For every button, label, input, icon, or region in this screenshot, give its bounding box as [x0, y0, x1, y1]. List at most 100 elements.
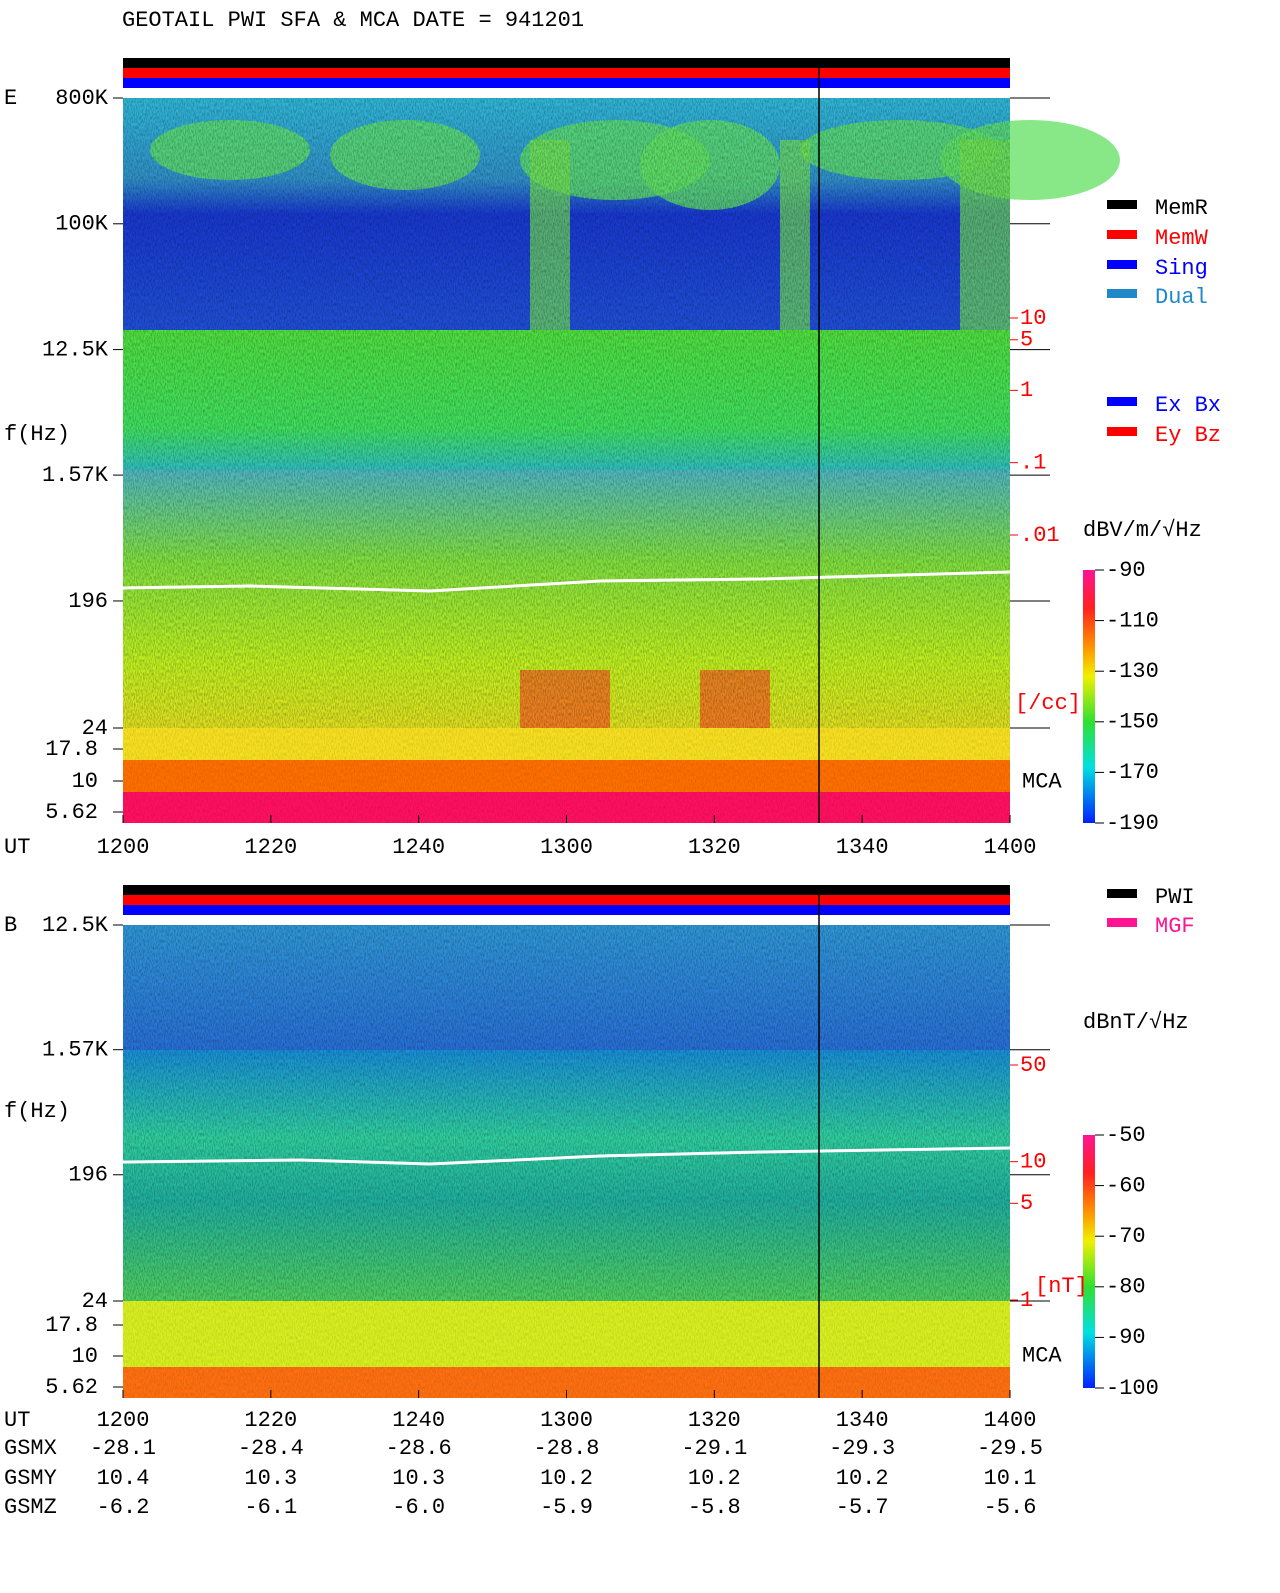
- mca-tick-label: 10: [72, 1344, 98, 1369]
- orbit-value: 10.3: [392, 1466, 445, 1491]
- x-tick-label: 1400: [984, 1408, 1037, 1433]
- mca-tick-label: 5.62: [45, 800, 98, 825]
- plasma-frequency-line: [122, 1146, 1011, 1166]
- mode-bar: [123, 885, 1010, 895]
- orbit-value: -6.2: [97, 1495, 150, 1520]
- y-tick-label: 12.5K: [42, 337, 109, 362]
- density-tick-label: 5: [1020, 1191, 1033, 1216]
- density-tick-label: .1: [1020, 450, 1046, 475]
- orbit-value: -6.1: [244, 1495, 297, 1520]
- density-unit: [nT]: [1035, 1274, 1088, 1299]
- plasma-frequency-line: [122, 570, 1011, 593]
- density-tick-label: 10: [1020, 306, 1046, 331]
- noise: [123, 1301, 1010, 1398]
- panel-label: B: [4, 913, 17, 938]
- legend-label: MemW: [1155, 226, 1209, 251]
- colorbar-tick-label: -50: [1106, 1123, 1146, 1148]
- mca-tick-label: 17.8: [45, 737, 98, 762]
- density-unit: [/cc]: [1015, 691, 1081, 716]
- orbit-value: -5.7: [836, 1495, 889, 1520]
- colorbar-tick-label: -80: [1106, 1275, 1146, 1300]
- colorbar-tick-label: -100: [1106, 1376, 1159, 1401]
- orbit-value: -5.9: [540, 1495, 593, 1520]
- y-tick-label: 24: [82, 1289, 108, 1314]
- colorbar-label: dBV/m/√Hz: [1083, 518, 1202, 543]
- orbit-value: 10.1: [984, 1466, 1037, 1491]
- density-tick-label: 5: [1020, 328, 1033, 353]
- mca-tick-label: 5.62: [45, 1375, 98, 1400]
- orbit-value: 10.4: [97, 1466, 150, 1491]
- y-tick-label: 196: [68, 1163, 108, 1188]
- noise: [123, 728, 1010, 823]
- y-tick-label: 1.57K: [42, 463, 109, 488]
- colorbar-tick-label: -150: [1106, 710, 1159, 735]
- legend-label: Ey Bz: [1155, 423, 1221, 448]
- legend-swatch: [1107, 230, 1137, 239]
- mode-bar: [123, 68, 1010, 78]
- orbit-row-label: GSMY: [4, 1466, 57, 1491]
- colorbar-tick-label: -170: [1106, 760, 1159, 785]
- y-axis-label: f(Hz): [4, 1099, 70, 1124]
- orbit-value: -5.8: [688, 1495, 741, 1520]
- density-tick-label: 10: [1020, 1149, 1046, 1174]
- orbit-value: 10.2: [540, 1466, 593, 1491]
- orbit-value: 10.2: [836, 1466, 889, 1491]
- mode-bar: [123, 905, 1010, 915]
- y-tick-label: 800K: [55, 86, 109, 111]
- orbit-value: -29.1: [681, 1436, 747, 1461]
- orbit-value: -5.6: [984, 1495, 1037, 1520]
- colorbar-tick-label: -110: [1106, 608, 1159, 633]
- y-tick-label: 12.5K: [42, 913, 109, 938]
- legend-swatch: [1107, 918, 1137, 927]
- x-tick-label: 1300: [540, 835, 593, 860]
- legend-label: Dual: [1155, 285, 1208, 310]
- x-tick-label: 1240: [392, 835, 445, 860]
- orbit-row-label: GSMX: [4, 1436, 57, 1461]
- panel-label: E: [4, 86, 17, 111]
- colorbar-tick-label: -90: [1106, 558, 1146, 583]
- colorbar-tick-label: -60: [1106, 1173, 1146, 1198]
- mode-bar: [123, 895, 1010, 905]
- legend-swatch: [1107, 397, 1137, 406]
- x-tick-label: 1320: [688, 1408, 741, 1433]
- colorbar: [1083, 570, 1095, 823]
- legend-label: MemR: [1155, 196, 1208, 221]
- orbit-value: 10.2: [688, 1466, 741, 1491]
- legend-label: Sing: [1155, 256, 1208, 281]
- density-tick-label: .01: [1020, 523, 1060, 548]
- x-tick-label: 1220: [244, 1408, 297, 1433]
- legend-swatch: [1107, 289, 1137, 298]
- colorbar: [1083, 1135, 1095, 1388]
- orbit-value: -6.0: [392, 1495, 445, 1520]
- mca-tick-label: 10: [72, 769, 98, 794]
- mca-label: MCA: [1022, 769, 1062, 794]
- orbit-row-label: GSMZ: [4, 1495, 57, 1520]
- colorbar-tick-label: -90: [1106, 1325, 1146, 1350]
- colorbar-tick-label: -130: [1106, 659, 1159, 684]
- density-tick-label: 50: [1020, 1053, 1046, 1078]
- noise: [123, 925, 1010, 1301]
- density-tick-label: 1: [1020, 378, 1033, 403]
- colorbar-tick-label: -190: [1106, 811, 1159, 836]
- noise: [123, 98, 1010, 728]
- x-tick-label: 1220: [244, 835, 297, 860]
- plots: Ef(Hz)800K100K12.5K1.57K1962417.8105.62M…: [4, 58, 1221, 1520]
- y-tick-label: 100K: [55, 212, 109, 237]
- mca-tick-label: 17.8: [45, 1313, 98, 1338]
- x-tick-label: 1320: [688, 835, 741, 860]
- legend-swatch: [1107, 427, 1137, 436]
- y-tick-label: 24: [82, 716, 108, 741]
- x-tick-label: 1340: [836, 1408, 889, 1433]
- y-tick-label: 1.57K: [42, 1038, 109, 1063]
- legend-label: MGF: [1155, 914, 1195, 939]
- orbit-value: -29.5: [977, 1436, 1043, 1461]
- orbit-value: -28.8: [533, 1436, 599, 1461]
- x-tick-label: 1200: [97, 835, 150, 860]
- mode-bar: [123, 58, 1010, 68]
- x-tick-label: 1200: [97, 1408, 150, 1433]
- x-axis-label: UT: [4, 1408, 30, 1433]
- x-axis-label: UT: [4, 835, 30, 860]
- orbit-value: -28.1: [90, 1436, 156, 1461]
- density-tick-label: 1: [1020, 1288, 1033, 1313]
